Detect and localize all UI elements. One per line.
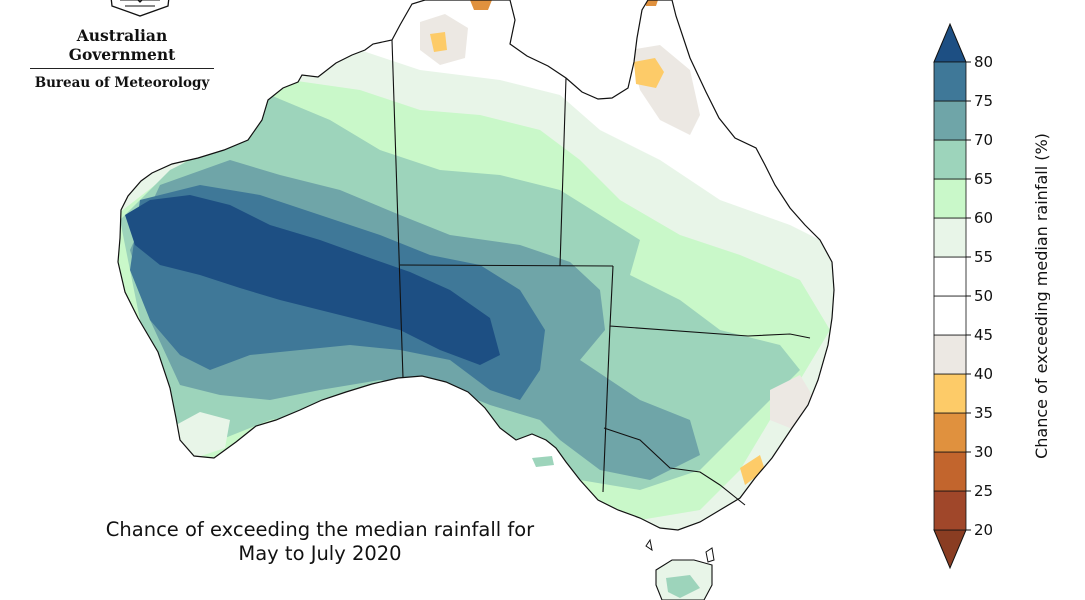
colorbar-bin-45-50 [933,295,967,336]
logo-divider [30,68,214,69]
colorbar-tick-label: 75 [974,92,993,110]
logo-title: Australian Government [68,26,176,64]
colorbar-bin-40-45 [933,334,967,375]
state-border-sa-qld [609,265,811,339]
logo-subtitle: Bureau of Meteorology [34,75,210,91]
colorbar-bin-60-65 [933,178,967,219]
region-55-60-southwest [176,412,230,458]
state-border-wa [391,39,404,379]
colorbar-above-arrow [933,22,967,63]
tasmania-coastline [655,559,713,600]
colorbar-bin-30-35 [933,412,967,453]
colorbar-tick-label: 25 [974,482,993,500]
colorbar-axis-label: Chance of exceeding median rainfall (%) [1032,133,1050,459]
region-30-35-top [470,0,492,10]
colorbar-tick-label: 20 [974,521,993,539]
bom-logo: Australian Government Bureau of Meteorol… [22,0,222,91]
caption-line-1: Chance of exceeding the median rainfall … [105,518,535,541]
region-35-40-coast [740,455,765,485]
colorbar-tick-label: 40 [974,365,993,383]
colorbar-tick-label: 60 [974,209,993,227]
colorbar-bin-70-75 [933,100,967,141]
bass-strait-island [645,538,653,552]
state-border-nsw-vic [603,427,746,506]
colorbar-tick-label: 45 [974,326,993,344]
colorbar-bin-35-40 [933,373,967,414]
kangaroo-island [532,456,554,467]
colorbar-tick-label: 70 [974,131,993,149]
colorbar-bin-50-55 [933,256,967,297]
colorbar-below-arrow [933,529,967,570]
region-35-40-north [430,32,447,52]
colorbar-tick-label: 65 [974,170,993,188]
state-border-nt-sa [399,264,614,267]
colorbar-bin-25-30 [933,451,967,492]
region-above-80 [125,195,500,365]
colorbar-tick-label: 30 [974,443,993,461]
region-35-40-cape-york [634,58,664,88]
colorbar-bin-20-25 [933,490,967,531]
colorbar-bin-75-80 [933,61,967,102]
tasmania-interior [666,575,700,598]
flinders-island [705,547,715,563]
map-caption: Chance of exceeding the median rainfall … [60,518,580,566]
region-30-35-top-east [645,0,658,6]
caption-line-2: May to July 2020 [238,542,402,565]
colorbar-bin-65-70 [933,139,967,180]
colorbar-tick-label: 35 [974,404,993,422]
colorbar-legend: 20 25 30 35 40 45 50 55 60 65 70 75 80 Chance of exce… [933,22,1050,570]
state-border-sa-vic [602,325,611,493]
colorbar-bin-55-60 [933,217,967,258]
colorbar-tick-label: 50 [974,287,993,305]
mainland-coastline [117,0,835,531]
colorbar-tick-label: 80 [974,53,993,71]
state-border-nt-qld [559,77,567,267]
coat-of-arms-icon [110,0,170,17]
colorbar-tick-label: 55 [974,248,993,266]
